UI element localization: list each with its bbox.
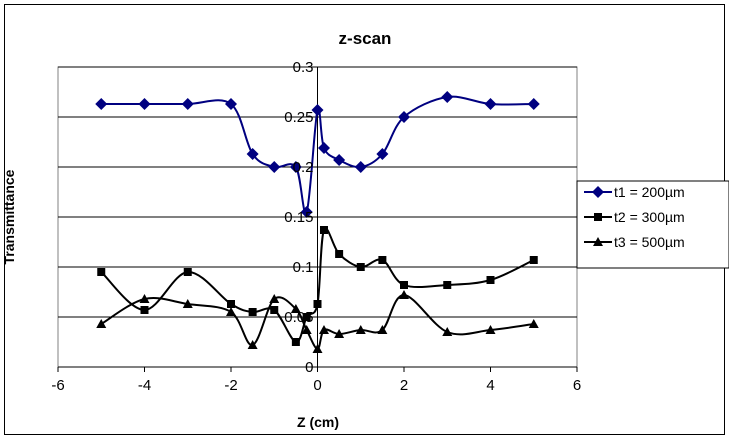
point-t1-15 — [484, 98, 497, 110]
legend-item-t2: t2 = 300µm — [584, 209, 685, 225]
point-t1-4 — [246, 148, 259, 160]
point-t3-14 — [442, 327, 453, 336]
point-t2-6 — [291, 338, 300, 346]
point-t1-9 — [317, 142, 330, 154]
legend-marker-t2 — [594, 213, 602, 221]
point-t1-6 — [289, 161, 302, 173]
point-t3-13 — [399, 290, 409, 299]
point-t3-16 — [528, 319, 539, 328]
x-tick-label-3: 0 — [313, 377, 321, 394]
point-t2-15 — [486, 276, 495, 284]
point-t3-11 — [355, 325, 366, 334]
series-layer — [95, 91, 540, 353]
legend-label-t2: t2 = 300µm — [614, 209, 685, 225]
point-t2-1 — [140, 306, 149, 314]
legend-label-t3: t3 = 500µm — [614, 234, 685, 250]
chart-title: z-scan — [339, 29, 392, 48]
point-t1-12 — [376, 148, 389, 160]
point-t3-6 — [290, 304, 301, 313]
legend-item-t1: t1 = 200µm — [584, 184, 685, 200]
point-t2-13 — [400, 281, 408, 289]
point-t2-4 — [248, 308, 257, 316]
point-t1-10 — [333, 154, 346, 166]
point-t3-0 — [96, 319, 107, 328]
x-tick-label-5: 4 — [486, 377, 494, 394]
point-t2-7 — [302, 313, 311, 321]
point-t2-12 — [378, 256, 387, 264]
y-tick-label-0: 0 — [305, 359, 313, 376]
x-tick-label-6: 6 — [573, 377, 581, 394]
y-tick-label-5: 0.25 — [284, 109, 313, 126]
legend-items: t1 = 200µm t2 = 300µm t3 = 500µm — [584, 184, 685, 250]
x-axis-label: Z (cm) — [297, 414, 339, 430]
legend-label-t1: t1 = 200µm — [614, 184, 685, 200]
point-t3-12 — [377, 325, 388, 334]
point-t2-5 — [270, 306, 279, 314]
point-t3-7 — [301, 325, 312, 334]
point-t2-14 — [443, 281, 452, 289]
point-t1-0 — [95, 98, 108, 110]
point-t1-14 — [441, 91, 454, 103]
point-t3-4 — [247, 340, 258, 349]
point-t3-9 — [318, 325, 329, 334]
y-tick-label-1: 0.05 — [284, 309, 313, 326]
legend-marker-t1 — [592, 186, 604, 198]
point-t3-2 — [182, 299, 193, 308]
legend-item-t3: t3 = 500µm — [584, 234, 685, 250]
tick-labels: -6 -4 -2 0 2 4 6 0 0.05 0.1 0.15 0.2 0.25 0.3 — [51, 59, 581, 394]
legend-box — [576, 180, 729, 269]
point-t2-8 — [313, 300, 322, 308]
point-t2-10 — [335, 250, 344, 258]
x-tick-label-1: -4 — [138, 377, 151, 394]
legend-marker-t3 — [593, 237, 603, 246]
legend: t1 = 200µm t2 = 300µm t3 = 500µm — [576, 180, 729, 269]
point-t1-2 — [181, 98, 194, 110]
x-tick-label-0: -6 — [51, 377, 64, 394]
point-t2-3 — [227, 300, 235, 308]
y-tick-label-4: 0.2 — [293, 159, 314, 176]
point-t3-1 — [139, 294, 150, 303]
point-t3-3 — [226, 307, 236, 316]
point-t1-13 — [398, 111, 410, 123]
point-t3-8 — [312, 344, 323, 353]
y-axis-label: Transmittance — [1, 169, 17, 264]
point-t1-16 — [527, 98, 540, 110]
point-t1-8 — [311, 104, 324, 116]
point-t1-5 — [268, 161, 281, 173]
point-t1-1 — [138, 98, 151, 110]
point-t1-3 — [225, 98, 237, 110]
y-tick-label-3: 0.15 — [284, 209, 313, 226]
y-tick-label-2: 0.1 — [293, 259, 314, 276]
point-t1-11 — [354, 161, 367, 173]
point-t1-7 — [300, 206, 313, 218]
series-t1 — [95, 91, 540, 218]
point-t2-16 — [529, 256, 538, 264]
x-tick-label-2: -2 — [224, 377, 237, 394]
point-t2-9 — [319, 226, 328, 234]
point-t2-0 — [97, 268, 106, 276]
x-tick-label-4: 2 — [400, 377, 408, 394]
point-t3-15 — [485, 325, 496, 334]
point-t2-11 — [356, 263, 365, 271]
axes — [57, 66, 578, 372]
series-t3 — [96, 290, 539, 353]
point-t2-2 — [183, 268, 192, 276]
point-t3-10 — [334, 329, 345, 338]
y-tick-label-6: 0.3 — [293, 59, 314, 76]
point-t3-5 — [269, 294, 280, 303]
series-t2 — [97, 226, 538, 346]
